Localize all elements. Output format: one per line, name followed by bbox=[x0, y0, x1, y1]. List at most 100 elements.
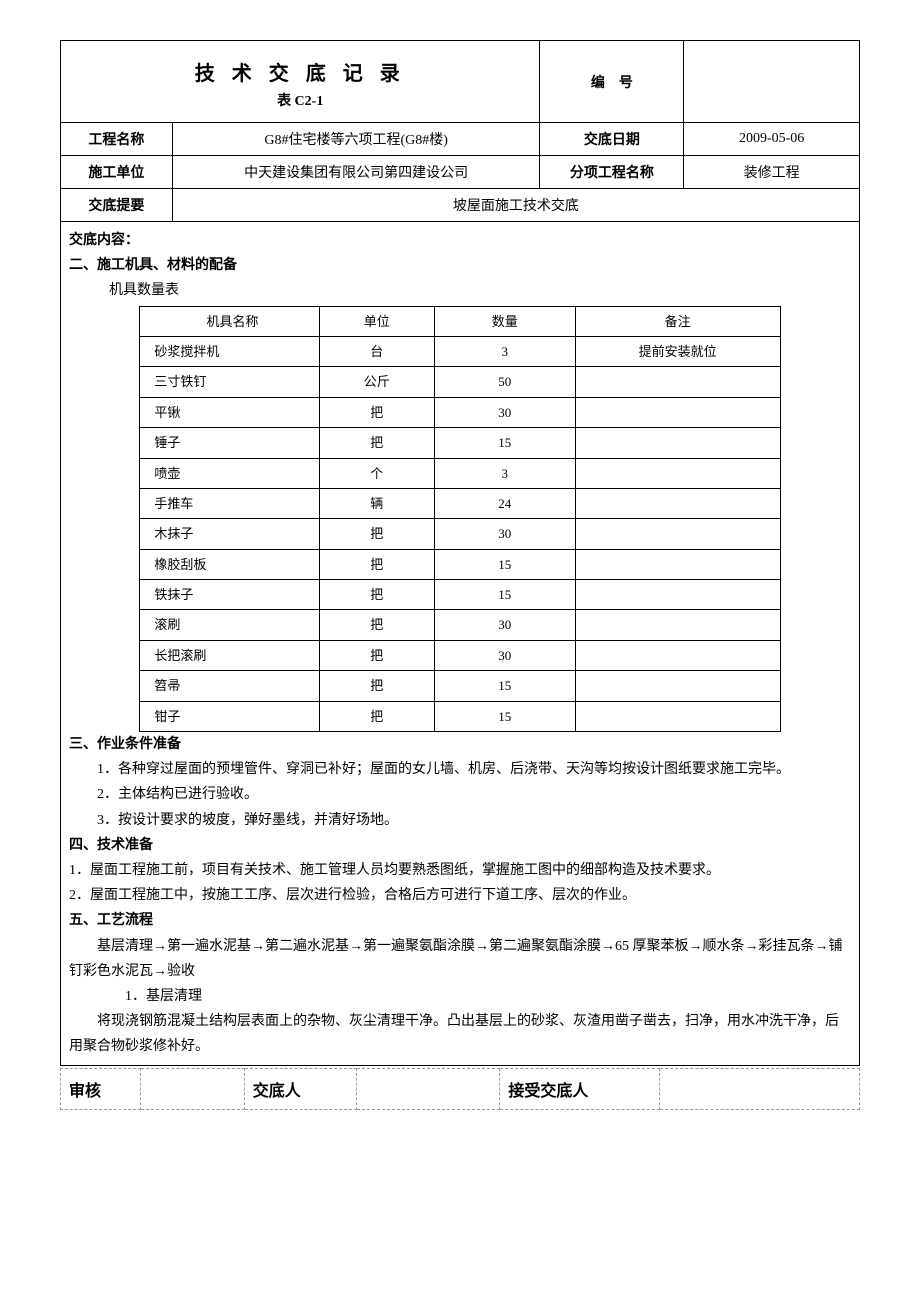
tools-cell bbox=[575, 640, 780, 670]
tools-cell: 15 bbox=[434, 671, 575, 701]
tools-cell: 把 bbox=[319, 701, 434, 731]
table-row: 平锹把30 bbox=[140, 397, 780, 427]
tools-cell: 木抹子 bbox=[140, 519, 319, 549]
section5-title: 五、工艺流程 bbox=[69, 908, 851, 933]
sender-label: 交底人 bbox=[244, 1069, 356, 1110]
tools-cell bbox=[575, 488, 780, 518]
tools-cell: 砂浆搅拌机 bbox=[140, 336, 319, 366]
section5-flow: 基层清理→第一遍水泥基→第二遍水泥基→第一遍聚氨酯涂膜→第二遍聚氨酯涂膜→65 … bbox=[69, 934, 851, 984]
table-row: 钳子把15 bbox=[140, 701, 780, 731]
section4-item: 1．屋面工程施工前，项目有关技术、施工管理人员均要熟悉图纸，掌握施工图中的细部构… bbox=[69, 858, 851, 883]
tools-cell: 滚刷 bbox=[140, 610, 319, 640]
project-name-value: G8#住宅楼等六项工程(G8#楼) bbox=[172, 123, 540, 156]
tools-header-cell: 单位 bbox=[319, 306, 434, 336]
tools-cell bbox=[575, 458, 780, 488]
tools-cell: 30 bbox=[434, 640, 575, 670]
tools-cell: 把 bbox=[319, 549, 434, 579]
section5-subheading: 1．基层清理 bbox=[69, 984, 851, 1009]
table-row: 锤子把15 bbox=[140, 428, 780, 458]
receiver-value bbox=[660, 1069, 860, 1110]
tools-cell: 钳子 bbox=[140, 701, 319, 731]
section4-title: 四、技术准备 bbox=[69, 833, 851, 858]
tools-cell: 长把滚刷 bbox=[140, 640, 319, 670]
tools-caption: 机具数量表 bbox=[69, 278, 851, 303]
table-row: 手推车辆24 bbox=[140, 488, 780, 518]
tools-cell: 平锹 bbox=[140, 397, 319, 427]
tools-cell: 15 bbox=[434, 701, 575, 731]
tools-cell: 15 bbox=[434, 428, 575, 458]
tools-cell bbox=[575, 549, 780, 579]
tools-cell: 30 bbox=[434, 519, 575, 549]
tools-cell: 个 bbox=[319, 458, 434, 488]
tools-cell: 15 bbox=[434, 580, 575, 610]
unit-value: 中天建设集团有限公司第四建设公司 bbox=[172, 156, 540, 189]
tools-cell: 把 bbox=[319, 519, 434, 549]
tools-header-cell: 机具名称 bbox=[140, 306, 319, 336]
table-row: 砂浆搅拌机台3提前安装就位 bbox=[140, 336, 780, 366]
tools-cell: 辆 bbox=[319, 488, 434, 518]
summary-value: 坡屋面施工技术交底 bbox=[172, 189, 859, 222]
tools-cell: 台 bbox=[319, 336, 434, 366]
review-label: 审核 bbox=[61, 1069, 141, 1110]
section3-item: 3．按设计要求的坡度，弹好墨线，并清好场地。 bbox=[69, 808, 851, 833]
tools-table: 机具名称单位数量备注砂浆搅拌机台3提前安装就位三寸铁钉公斤50平锹把30锤子把1… bbox=[139, 306, 780, 732]
subproject-label: 分项工程名称 bbox=[540, 156, 684, 189]
tools-cell: 提前安装就位 bbox=[575, 336, 780, 366]
tools-cell: 三寸铁钉 bbox=[140, 367, 319, 397]
tools-cell: 3 bbox=[434, 458, 575, 488]
section3-item: 2．主体结构已进行验收。 bbox=[69, 782, 851, 807]
tools-cell bbox=[575, 580, 780, 610]
number-value bbox=[684, 41, 860, 123]
section3-item: 1．各种穿过屋面的预埋管件、穿洞已补好；屋面的女儿墙、机房、后浇带、天沟等均按设… bbox=[69, 757, 851, 782]
tools-cell: 手推车 bbox=[140, 488, 319, 518]
tools-cell: 铁抹子 bbox=[140, 580, 319, 610]
tools-cell: 把 bbox=[319, 640, 434, 670]
table-row: 长把滚刷把30 bbox=[140, 640, 780, 670]
number-label: 编 号 bbox=[540, 41, 684, 123]
tools-cell bbox=[575, 428, 780, 458]
section2-title: 二、施工机具、材料的配备 bbox=[69, 253, 851, 278]
section3-title: 三、作业条件准备 bbox=[69, 732, 851, 757]
tools-cell: 3 bbox=[434, 336, 575, 366]
tools-cell: 15 bbox=[434, 549, 575, 579]
date-label: 交底日期 bbox=[540, 123, 684, 156]
project-name-label: 工程名称 bbox=[61, 123, 173, 156]
table-row: 喷壶个3 bbox=[140, 458, 780, 488]
tools-header-cell: 备注 bbox=[575, 306, 780, 336]
tools-cell bbox=[575, 519, 780, 549]
summary-label: 交底提要 bbox=[61, 189, 173, 222]
receiver-label: 接受交底人 bbox=[500, 1069, 660, 1110]
table-row: 滚刷把30 bbox=[140, 610, 780, 640]
tools-cell: 把 bbox=[319, 610, 434, 640]
tools-cell: 24 bbox=[434, 488, 575, 518]
document-subtitle: 表 C2-1 bbox=[69, 90, 531, 116]
date-value: 2009-05-06 bbox=[684, 123, 860, 156]
tools-cell: 把 bbox=[319, 397, 434, 427]
tools-cell: 橡胶刮板 bbox=[140, 549, 319, 579]
sender-value bbox=[356, 1069, 500, 1110]
unit-label: 施工单位 bbox=[61, 156, 173, 189]
tools-cell: 笤帚 bbox=[140, 671, 319, 701]
tools-cell: 锤子 bbox=[140, 428, 319, 458]
document-title: 技 术 交 底 记 录 bbox=[69, 47, 531, 90]
tools-cell: 喷壶 bbox=[140, 458, 319, 488]
tools-cell bbox=[575, 397, 780, 427]
tools-cell bbox=[575, 610, 780, 640]
content-heading: 交底内容： bbox=[69, 228, 851, 253]
tools-cell: 把 bbox=[319, 671, 434, 701]
tools-cell: 把 bbox=[319, 428, 434, 458]
review-value bbox=[140, 1069, 244, 1110]
tools-cell bbox=[575, 671, 780, 701]
tools-cell: 50 bbox=[434, 367, 575, 397]
subproject-value: 装修工程 bbox=[684, 156, 860, 189]
section4-item: 2．屋面工程施工中，按施工工序、层次进行检验，合格后方可进行下道工序、层次的作业… bbox=[69, 883, 851, 908]
tools-cell: 30 bbox=[434, 397, 575, 427]
table-row: 笤帚把15 bbox=[140, 671, 780, 701]
signature-table: 审核 交底人 接受交底人 bbox=[60, 1068, 860, 1110]
table-row: 三寸铁钉公斤50 bbox=[140, 367, 780, 397]
table-row: 橡胶刮板把15 bbox=[140, 549, 780, 579]
tools-cell: 30 bbox=[434, 610, 575, 640]
record-table: 技 术 交 底 记 录 表 C2-1 编 号 工程名称 G8#住宅楼等六项工程(… bbox=[60, 40, 860, 1066]
section5-subtext: 将现浇钢筋混凝土结构层表面上的杂物、灰尘清理干净。凸出基层上的砂浆、灰渣用凿子凿… bbox=[69, 1009, 851, 1059]
content-body: 交底内容： 二、施工机具、材料的配备 机具数量表 机具名称单位数量备注砂浆搅拌机… bbox=[61, 222, 860, 1066]
